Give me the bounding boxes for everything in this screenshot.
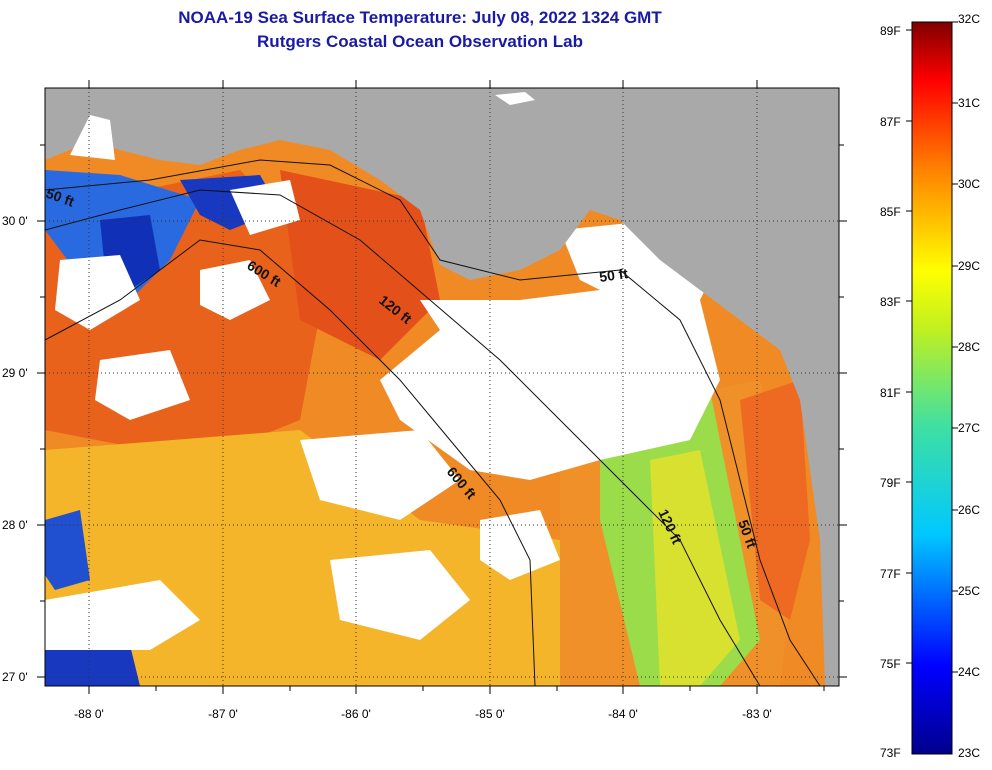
colorbar-c-label: 32C: [958, 12, 981, 26]
lat-label: 27 0': [2, 670, 28, 684]
land-southeast: [820, 535, 839, 686]
colorbar-c-label: 27C: [958, 421, 981, 435]
lon-label: -84 0': [608, 707, 638, 721]
cloud-southwest: [45, 580, 200, 650]
lon-label: -83 0': [742, 707, 772, 721]
map-subtitle: Rutgers Coastal Ocean Observation Lab: [257, 32, 583, 51]
cloud-south-east: [480, 510, 560, 580]
cloud-south: [330, 550, 470, 640]
colorbar-f-label: 75F: [880, 657, 901, 671]
map-title: NOAA-19 Sea Surface Temperature: July 08…: [178, 8, 662, 27]
colorbar-c-label: 29C: [958, 259, 981, 273]
graticule: [45, 88, 839, 686]
colorbar-c-label: 30C: [958, 177, 981, 191]
lat-label: 29 0': [2, 366, 28, 380]
mid-band-shelf: [650, 450, 740, 686]
plot-frame: [44, 87, 840, 687]
colorbar-c-label: 31C: [958, 96, 981, 110]
colorbar: [911, 21, 953, 755]
cloud-north-small: [230, 180, 300, 235]
lon-label: -88 0': [74, 707, 104, 721]
cloud-west-small: [200, 260, 270, 320]
colorbar-c-label: 25C: [958, 584, 981, 598]
cold-patch-bottom: [45, 645, 140, 686]
cloud-south-central: [300, 430, 460, 520]
cloud-nw-small: [55, 255, 140, 330]
colorbar-f-label: 79F: [880, 476, 901, 490]
colorbar-c-label: 24C: [958, 665, 981, 679]
colorbar-f-label: 87F: [880, 115, 901, 129]
lon-label: -85 0': [475, 707, 505, 721]
sst-field: [45, 88, 839, 686]
colorbar-ticks: [906, 21, 958, 673]
colorbar-f-label: 89F: [880, 24, 901, 38]
contour-120ft: [45, 189, 761, 686]
colorbar-f-label: 81F: [880, 386, 901, 400]
colorbar-c-label: 23C: [958, 746, 981, 760]
colorbar-f-label: 85F: [880, 205, 901, 219]
colorbar-c-label: 28C: [958, 340, 981, 354]
lon-label: -87 0': [208, 707, 238, 721]
contour-600ft: [45, 239, 536, 686]
mobile-bay-cloud: [70, 115, 115, 160]
colorbar-f-label: 73F: [880, 746, 901, 760]
colorbar-f-label: 77F: [880, 567, 901, 581]
lat-label: 28 0': [2, 518, 28, 532]
colorbar-c-label: 26C: [958, 503, 981, 517]
cold-patch-sw: [45, 510, 90, 590]
colorbar-f-label: 83F: [880, 295, 901, 309]
axis-ticks: [37, 80, 847, 694]
inland-cloud: [495, 92, 535, 105]
cloud-west-mid: [95, 350, 190, 420]
lon-label: -86 0': [341, 707, 371, 721]
contour-50ft: [45, 159, 821, 686]
land-mass: [45, 88, 839, 560]
lat-label: 30 0': [2, 214, 28, 228]
contour-label: 50 ft: [598, 265, 629, 285]
